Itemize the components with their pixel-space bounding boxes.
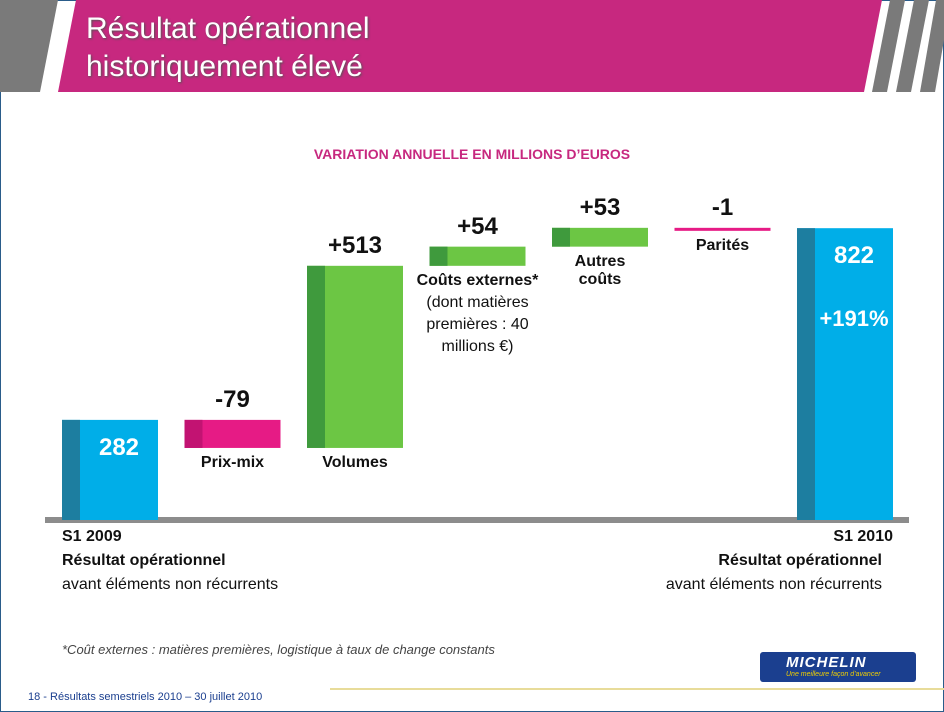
- baseline: [45, 517, 909, 523]
- right-stripe: [872, 0, 905, 92]
- value-label: +513: [327, 231, 383, 259]
- value-label: 822: [833, 242, 875, 270]
- bar: [429, 246, 526, 266]
- bar-shade: [797, 228, 815, 520]
- category-label: Coûts externes*: [416, 271, 539, 289]
- total-change: +191%: [819, 306, 889, 332]
- value-label: +53: [579, 193, 621, 221]
- right-stripe: [920, 0, 944, 92]
- result-label: Résultat opérationnel: [62, 552, 226, 569]
- category-label: S1 2010: [833, 528, 893, 545]
- slide-title: historiquement élevé: [86, 50, 363, 83]
- value-label: 282: [98, 433, 140, 461]
- logo-brand: MICHELIN: [786, 654, 867, 671]
- category-label: Autres coûts: [574, 252, 626, 288]
- category-label: S1 2009: [62, 528, 122, 545]
- annotation: (dont matières premières : 40 millions €…: [426, 293, 529, 355]
- category-label: Volumes: [322, 453, 388, 471]
- category-label: Prix-mix: [200, 453, 265, 471]
- bar: [552, 227, 648, 247]
- slide-title: Résultat opérationnel: [86, 12, 370, 45]
- logo-box: [760, 652, 916, 682]
- bar: [674, 227, 771, 231]
- chart-title: VARIATION ANNUELLE EN MILLIONS D’EUROS: [313, 146, 631, 162]
- value-label: -79: [215, 385, 250, 413]
- left-stripe: [0, 0, 58, 92]
- logo-tagline: Une meilleure façon d’avancer: [786, 671, 881, 678]
- bar-shade: [62, 419, 80, 520]
- bar-shade: [429, 246, 448, 266]
- result-label: Résultat opérationnel: [718, 552, 882, 569]
- value-label: -1: [711, 193, 734, 221]
- bar-shade: [552, 227, 570, 247]
- title-banner: [58, 0, 882, 92]
- category-label: Parités: [695, 236, 750, 254]
- result-sublabel: avant éléments non récurrents: [665, 576, 882, 593]
- bar-shade: [184, 419, 203, 448]
- value-label: +54: [457, 212, 498, 240]
- result-sublabel: avant éléments non récurrents: [62, 576, 279, 593]
- right-stripe: [896, 0, 929, 92]
- bar-shade: [307, 265, 325, 448]
- footnote: *Coût externes : matières premières, log…: [62, 642, 495, 657]
- footer: 18 - Résultats semestriels 2010 – 30 jui…: [28, 691, 263, 703]
